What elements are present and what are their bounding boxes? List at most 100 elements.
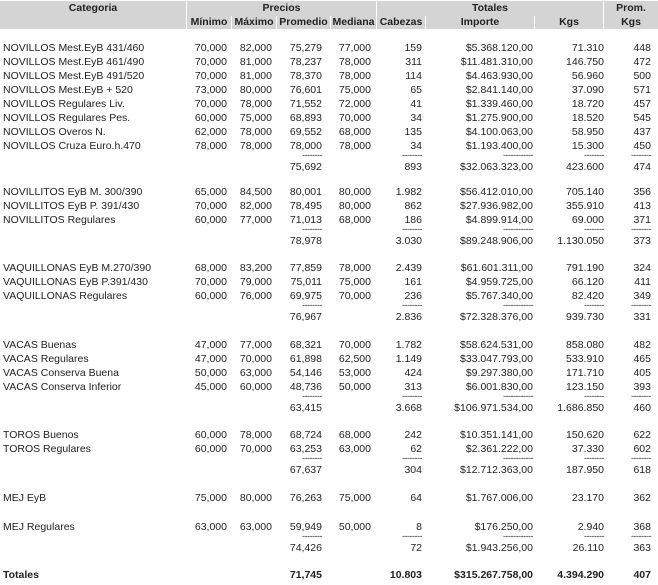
table-row: NOVILLOS Regulares Liv. 70,000 78,000 71,55… — [0, 98, 658, 111]
min-cell: 70,000 — [194, 200, 227, 212]
max-cell: 77,000 — [239, 339, 272, 351]
prom-cell: 61,898 — [289, 353, 322, 365]
max-cell: 84,500 — [239, 186, 272, 198]
kgs-cell: 18.720 — [571, 98, 604, 110]
pkg-cell: 405 — [633, 367, 651, 379]
imp-cell: $4.463.930,00 — [465, 70, 533, 82]
pkg-cell: 448 — [633, 42, 651, 54]
header-categoria: Categoria — [0, 1, 186, 16]
imp-cell: $58.624.531,00 — [460, 339, 533, 351]
header-promedio: Promedio — [277, 16, 330, 29]
totals-label: Totales — [3, 569, 39, 581]
min-cell: 60,000 — [194, 290, 227, 302]
med-cell: 75,000 — [338, 84, 371, 96]
kgs-cell: 37.330 — [571, 443, 604, 455]
kgs-cell: 150.620 — [566, 429, 604, 441]
subtotal-rule: -------- — [631, 150, 651, 160]
pkg-cell: 465 — [633, 353, 651, 365]
med-cell: 78,000 — [338, 140, 371, 152]
prom-cell: 71,552 — [289, 98, 322, 110]
subtotal-rule: -------- — [402, 224, 422, 234]
min-cell: 63,000 — [194, 521, 227, 533]
cab-cell: 186 — [404, 214, 422, 226]
kgs-cell: 355.910 — [566, 200, 604, 212]
pkg-cell: 602 — [633, 443, 651, 455]
subtotal-rule: ------------ — [503, 224, 533, 234]
totals-kgs-cell: 4.394.290 — [557, 569, 604, 581]
subtotal-rule: ------------ — [503, 150, 533, 160]
cab-cell: 311 — [405, 56, 422, 68]
cab-cell: 135 — [404, 126, 422, 138]
prom-cell: 71,013 — [289, 214, 322, 226]
header-importe: Importe — [426, 16, 534, 29]
med-cell: 70,000 — [338, 339, 371, 351]
min-cell: 70,000 — [194, 42, 227, 54]
subtotal-kgs-cell: 26.110 — [572, 542, 604, 554]
category-cell: NOVILLITOS EyB M. 300/390 — [3, 186, 143, 198]
cab-cell: 34 — [410, 140, 422, 152]
pkg-cell: 393 — [633, 381, 651, 393]
med-cell: 80,000 — [338, 186, 371, 198]
prom-cell: 78,237 — [289, 56, 322, 68]
totals-pkg-cell: 407 — [633, 569, 651, 581]
subtotal-imp-cell: $72.328.376,00 — [460, 311, 533, 323]
pkg-cell: 622 — [633, 429, 651, 441]
subtotal-rule: -------- — [584, 453, 604, 463]
max-cell: 77,000 — [239, 214, 272, 226]
subtotal-prom-cell: 78,978 — [289, 235, 322, 247]
imp-cell: $2.361.222,00 — [465, 443, 533, 455]
cab-cell: 114 — [405, 70, 422, 82]
max-cell: 78,000 — [239, 98, 272, 110]
max-cell: 76,000 — [239, 290, 272, 302]
prom-cell: 54,146 — [289, 367, 322, 379]
min-cell: 70,000 — [194, 56, 227, 68]
category-cell: NOVILLOS Cruza Euro.h.470 — [3, 140, 141, 152]
cab-cell: 161 — [404, 276, 422, 288]
subtotal-imp-cell: $32.063.323,00 — [460, 161, 533, 173]
subtotal-rule: -------- — [631, 531, 651, 541]
med-cell: 72,000 — [338, 98, 371, 110]
subtotal-rule: -------- — [302, 150, 322, 160]
category-cell: NOVILLITOS Regulares — [3, 214, 116, 226]
min-cell: 60,000 — [194, 443, 227, 455]
subtotal-imp-cell: $89.248.906,00 — [460, 235, 533, 247]
subtotal-prom-cell: 67,637 — [289, 464, 322, 476]
subtotal-kgs-cell: 1.686.850 — [557, 402, 604, 414]
table-row: TOROS Regulares 60,000 70,000 63,253 63,000 6… — [0, 443, 658, 456]
subtotal-pkg-cell: 474 — [633, 161, 651, 173]
min-cell: 50,000 — [194, 367, 227, 379]
subtotal-rule: -------- — [402, 300, 422, 310]
cab-cell: 1.982 — [395, 186, 422, 198]
pkg-cell: 437 — [633, 126, 651, 138]
subtotal-rule: -------- — [302, 453, 322, 463]
kgs-cell: 23.170 — [571, 492, 604, 504]
imp-cell: $176.250,00 — [474, 521, 533, 533]
pkg-cell: 457 — [633, 98, 651, 110]
prom-cell: 68,724 — [289, 429, 322, 441]
category-cell: VAQUILLONAS EyB M.270/390 — [3, 262, 152, 274]
table-row: MEJ Regulares 63,000 63,000 59,949 50,000 8 $1… — [0, 521, 658, 534]
max-cell: 81,000 — [239, 56, 272, 68]
subtotal-pkg-cell: 460 — [633, 402, 651, 414]
table-row: MEJ EyB 75,000 80,000 76,263 75,000 64 $1.767.… — [0, 492, 658, 505]
cab-cell: 313 — [404, 381, 422, 393]
header-blank — [0, 16, 186, 29]
prom-cell: 69,975 — [289, 290, 322, 302]
prom-cell: 78,000 — [289, 140, 322, 152]
category-cell: VACAS Conserva Inferior — [3, 381, 122, 393]
max-cell: 79,000 — [239, 276, 272, 288]
header-maximo: Máximo — [232, 16, 276, 29]
med-cell: 63,000 — [338, 443, 371, 455]
cab-cell: 1.782 — [395, 339, 422, 351]
subtotal-rule: ------------ — [503, 391, 533, 401]
subtotal-rule: -------- — [631, 453, 651, 463]
min-cell: 62,000 — [194, 126, 227, 138]
subtotal-cab-cell: 3.030 — [395, 235, 422, 247]
prom-cell: 63,253 — [289, 443, 322, 455]
cab-cell: 424 — [404, 367, 422, 379]
table-row: NOVILLOS Regulares Pes. 60,000 75,000 68,89… — [0, 112, 658, 125]
subtotal-rule: -------- — [631, 300, 651, 310]
pkg-cell: 545 — [633, 112, 651, 124]
imp-cell: $6.001.830,00 — [465, 381, 533, 393]
header-prom: Prom. — [604, 1, 658, 16]
